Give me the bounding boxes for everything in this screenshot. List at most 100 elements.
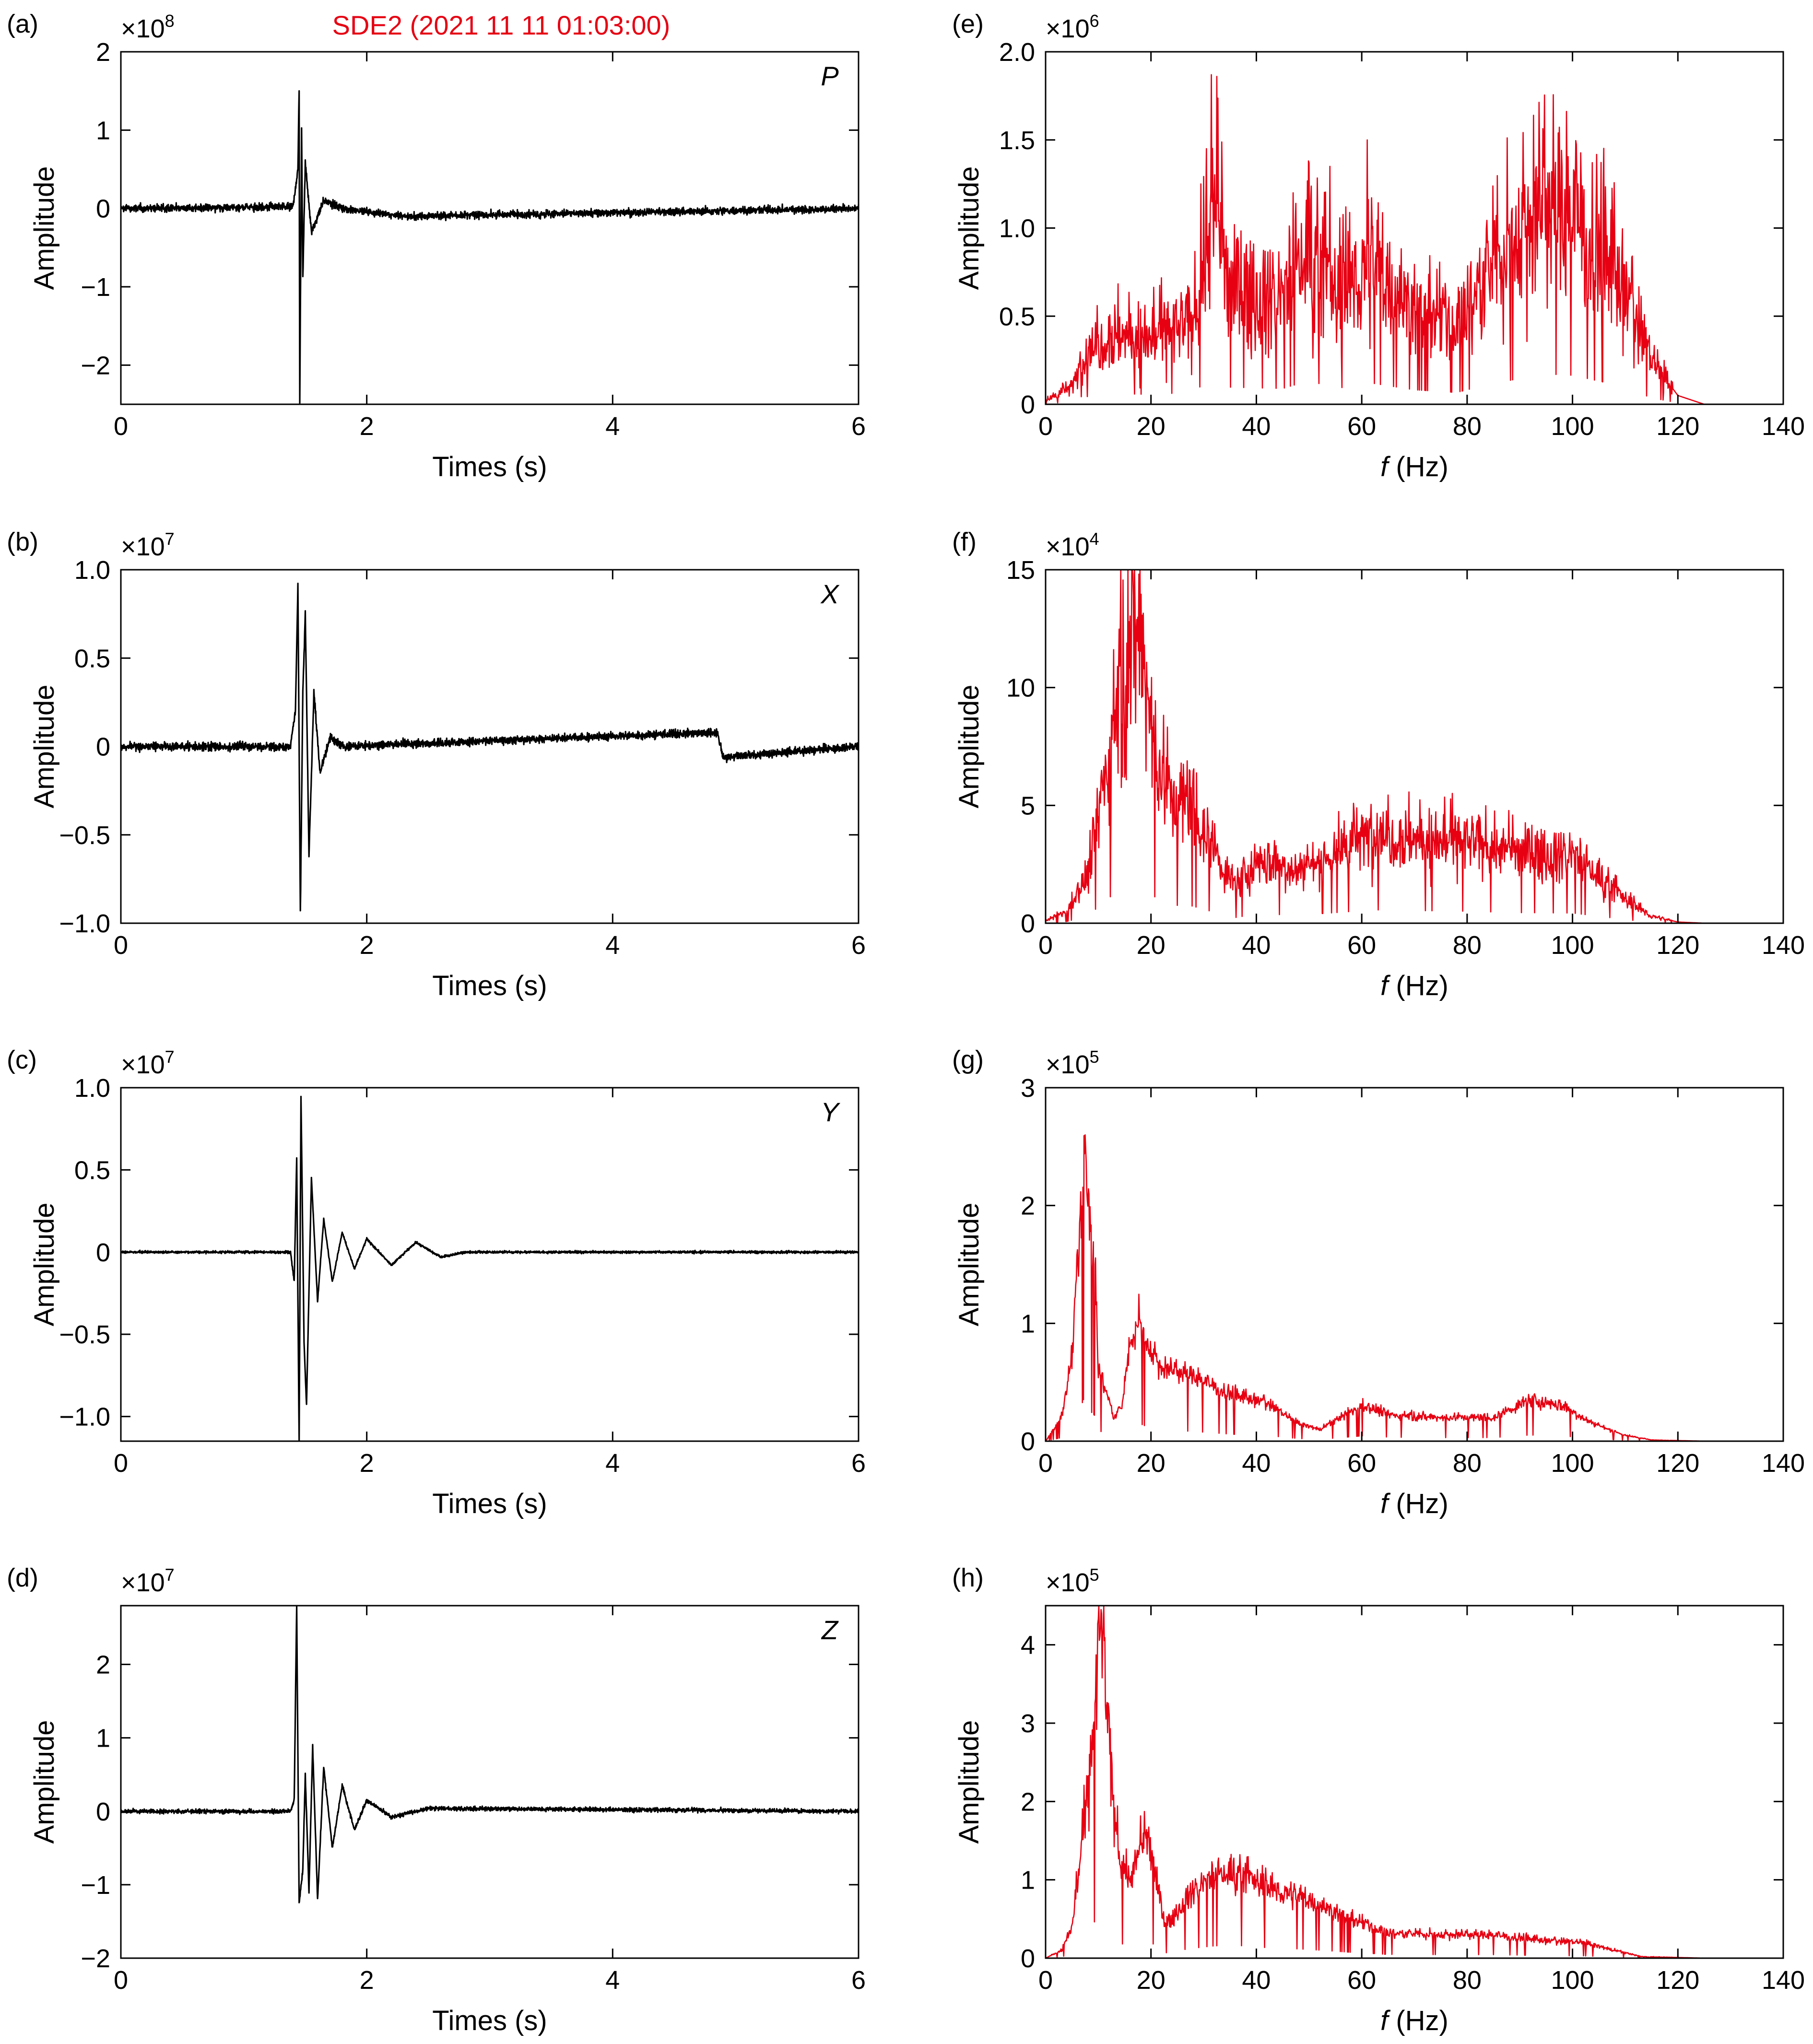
y-exponent-label: ×107	[121, 529, 175, 561]
x-tick-label: 6	[851, 1449, 866, 1478]
y-tick-label: 1.0	[999, 214, 1035, 243]
x-tick-label: 100	[1551, 412, 1594, 441]
component-label: X	[820, 579, 840, 609]
y-axis-label: Amplitude	[954, 1720, 985, 1844]
x-tick-label: 100	[1551, 1449, 1594, 1478]
panel-e: 0 20 40 60 80 100 120 140 0 0.5 1.0 1.5 2.0 f (Hz) Amp…	[952, 10, 1805, 482]
y-axis-label: Amplitude	[954, 166, 985, 290]
x-tick-label: 4	[605, 412, 620, 441]
panel-a: 0 2 4 6 −2 −1 0 1 2 Times (s) Amplitude (a) ×108 P	[7, 10, 866, 482]
x-tick-label: 120	[1656, 1449, 1699, 1478]
y-tick-label: 1	[96, 116, 110, 145]
axes-frame	[1045, 569, 1784, 924]
panel-label: (h)	[952, 1563, 984, 1592]
data-series-line	[1045, 1134, 1705, 1442]
y-tick-label: 0	[1021, 1427, 1035, 1456]
x-tick-label: 6	[851, 931, 866, 960]
y-tick-label: −1	[81, 1871, 110, 1900]
x-tick-label: 40	[1242, 412, 1271, 441]
y-tick-label: 2	[96, 1651, 110, 1680]
data-series-line	[120, 1095, 859, 1442]
x-tick-label: 2	[360, 1966, 374, 1995]
x-tick-label: 40	[1242, 931, 1271, 960]
panel-g: 0 20 40 60 80 100 120 140 0 1 2 3 f (Hz) Amplitude (g)…	[952, 1045, 1805, 1519]
y-axis-label: Amplitude	[954, 685, 985, 809]
y-tick-label: 5	[1021, 791, 1035, 820]
x-tick-label: 4	[605, 1966, 620, 1995]
panel-h: 0 20 40 60 80 100 120 140 0 1 2 3 4 f (Hz) Amplitude (h…	[952, 1563, 1805, 2036]
data-series-line	[1045, 1605, 1705, 1959]
x-tick-label: 2	[360, 931, 374, 960]
y-tick-label: 2	[1021, 1787, 1035, 1816]
y-tick-label: 0.5	[999, 302, 1035, 331]
x-tick-label: 0	[1038, 1966, 1053, 1995]
axes-frame	[120, 51, 859, 405]
y-tick-label: 2.0	[999, 38, 1035, 67]
data-series-line	[1045, 74, 1705, 405]
x-tick-label: 0	[114, 931, 128, 960]
y-exponent-label: ×106	[1046, 11, 1099, 43]
x-axis-label: Times (s)	[432, 451, 547, 482]
y-axis-label: Amplitude	[29, 166, 60, 290]
axes-frame	[1045, 1087, 1784, 1442]
panel-label: (e)	[952, 10, 984, 38]
axes-frame	[120, 1605, 859, 1959]
panel-label: (c)	[7, 1045, 37, 1074]
component-label: P	[821, 61, 838, 91]
y-axis-label: Amplitude	[29, 1720, 60, 1844]
x-tick-label: 0	[114, 1449, 128, 1478]
x-tick-label: 60	[1347, 931, 1376, 960]
x-axis-label: Times (s)	[432, 2005, 547, 2036]
x-axis-label: f (Hz)	[1380, 2005, 1448, 2036]
y-tick-label: −2	[81, 1944, 110, 1973]
panel-d: 0 2 4 6 −2 −1 0 1 2 Times (s) Amplitude (d) ×107 Z	[7, 1563, 866, 2036]
y-tick-label: −1	[81, 273, 110, 302]
y-axis-label: Amplitude	[29, 1203, 60, 1327]
data-series-line	[120, 1605, 859, 1903]
axes-frame	[120, 1087, 859, 1442]
y-tick-label: −2	[81, 351, 110, 380]
y-tick-label: 1	[96, 1724, 110, 1753]
x-axis-label: f (Hz)	[1380, 1488, 1448, 1519]
x-tick-label: 2	[360, 412, 374, 441]
x-axis-label: Times (s)	[432, 1488, 547, 1519]
y-exponent-label: ×107	[121, 1565, 175, 1597]
x-tick-label: 4	[605, 931, 620, 960]
x-tick-label: 140	[1762, 1449, 1805, 1478]
x-tick-label: 120	[1656, 1966, 1699, 1995]
x-tick-label: 120	[1656, 412, 1699, 441]
x-tick-label: 40	[1242, 1449, 1271, 1478]
x-tick-label: 0	[114, 412, 128, 441]
panel-label: (b)	[7, 528, 38, 556]
x-axis-label: f (Hz)	[1380, 451, 1448, 482]
x-tick-label: 60	[1347, 1966, 1376, 1995]
panel-label: (a)	[7, 10, 38, 38]
y-tick-label: 4	[1021, 1631, 1035, 1660]
y-tick-label: 0	[1021, 390, 1035, 419]
y-tick-label: 0	[96, 195, 110, 223]
x-tick-label: 80	[1453, 1449, 1482, 1478]
x-tick-label: 60	[1347, 1449, 1376, 1478]
x-tick-label: 140	[1762, 412, 1805, 441]
y-tick-label: 3	[1021, 1074, 1035, 1103]
y-tick-label: −1.0	[59, 1403, 110, 1432]
x-tick-label: 0	[1038, 931, 1053, 960]
panel-f: 0 20 40 60 80 100 120 140 0 5 10 15 f (Hz) Amplitude (…	[952, 528, 1805, 1001]
x-tick-label: 20	[1137, 412, 1166, 441]
y-tick-label: 1.0	[74, 1074, 110, 1103]
x-tick-label: 140	[1762, 1966, 1805, 1995]
x-tick-label: 60	[1347, 412, 1376, 441]
data-series-line	[120, 90, 859, 404]
y-exponent-label: ×105	[1046, 1047, 1099, 1079]
x-tick-label: 6	[851, 1966, 866, 1995]
y-axis-label: Amplitude	[29, 685, 60, 809]
x-tick-label: 40	[1242, 1966, 1271, 1995]
component-label: Z	[821, 1615, 839, 1645]
y-tick-label: 0	[1021, 909, 1035, 938]
panel-label: (d)	[7, 1563, 38, 1592]
x-tick-label: 0	[1038, 412, 1053, 441]
y-tick-label: 0.5	[74, 644, 110, 673]
y-tick-label: 3	[1021, 1709, 1035, 1738]
